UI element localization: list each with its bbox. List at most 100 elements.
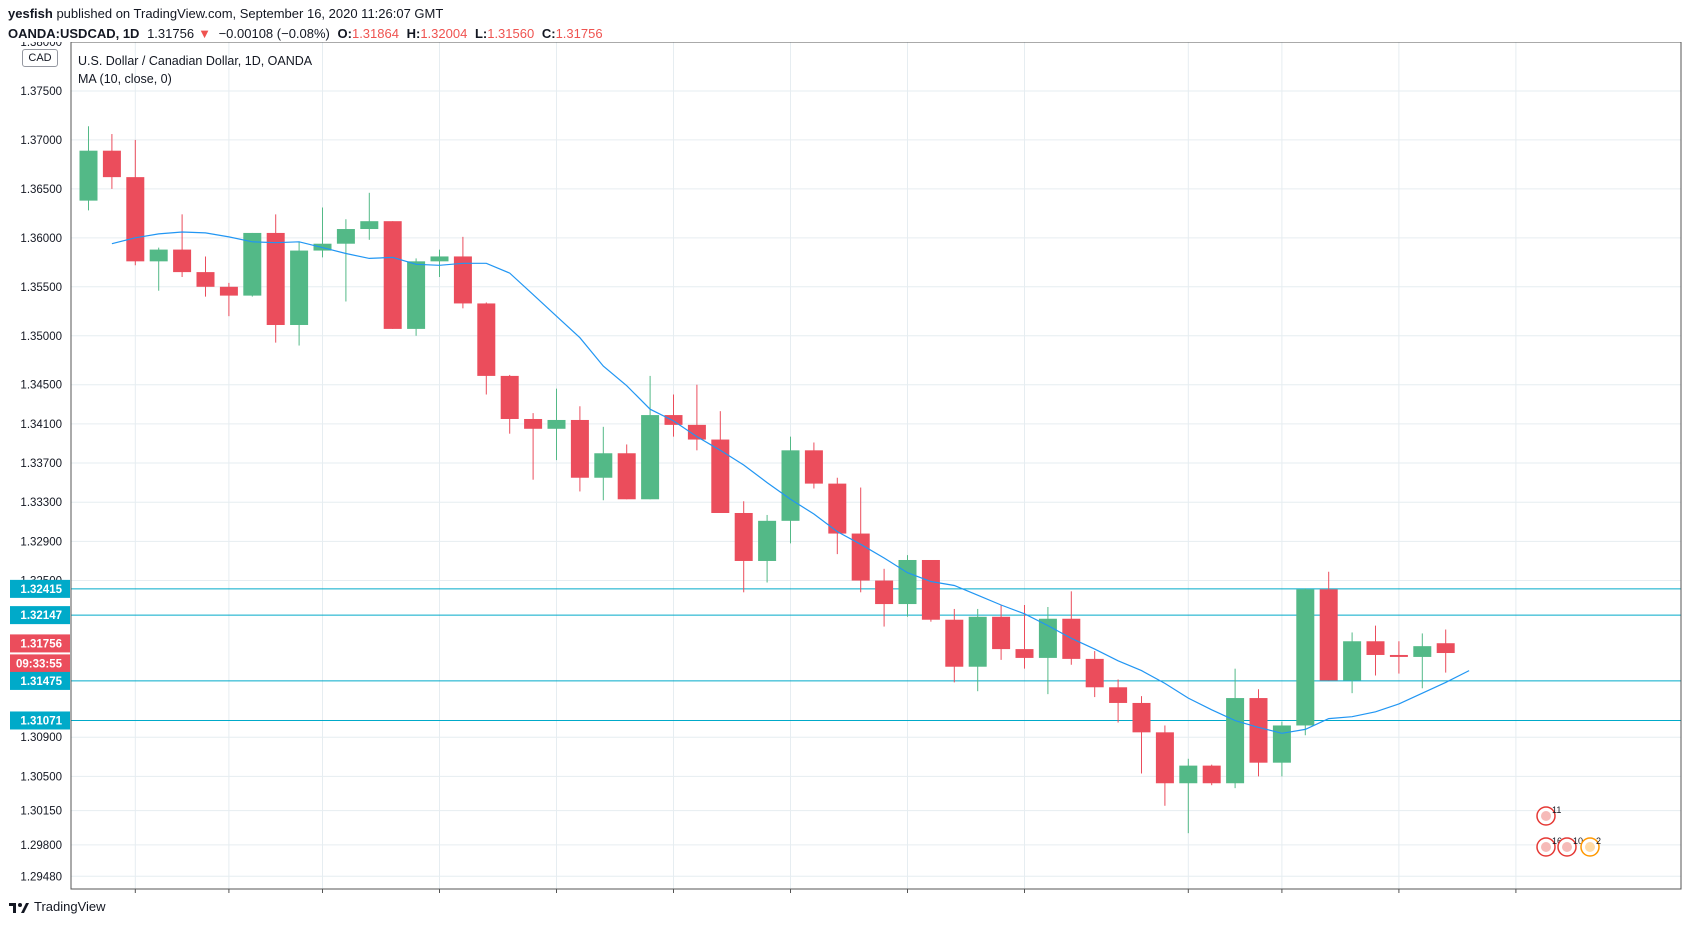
price-label-box [10,711,70,730]
candle-body [1296,589,1315,726]
price-label-text: 1.31071 [20,715,62,727]
last-price: 1.31756 [147,26,195,41]
price-change: −0.00108 (−0.08%) [218,26,330,41]
price-tick-label: 1.37500 [20,86,62,98]
event-flag-icon [1580,837,1600,857]
event-flag-inner [1562,842,1572,852]
chart-header: yesfish published on TradingView.com, Se… [8,4,607,44]
price-tick-label: 1.35000 [20,331,62,343]
chart-legend: U.S. Dollar / Canadian Dollar, 1D, OANDA… [78,52,312,88]
candle-body [266,232,285,325]
candle-body [758,520,777,561]
low-label: L: [474,26,488,41]
candle-body [641,415,660,500]
candle-body [992,616,1011,650]
candle-body [1366,641,1385,655]
candle-body [664,415,683,425]
candle-body [734,512,753,561]
candle-body [804,450,823,484]
candle-body [336,229,355,244]
candle-body [1155,732,1174,784]
low-value: 1.31560 [487,26,535,41]
footer: TradingView [8,897,106,917]
economic-events[interactable]: 11 16 10 2 [1536,805,1601,857]
grid-lines [71,42,1681,889]
event-count: 10 [1573,836,1583,846]
candle-body [711,439,730,513]
candle-body [383,221,402,329]
price-label-box [10,671,70,690]
candle-body [570,419,589,478]
candle-body [1249,698,1268,763]
candle-body [173,249,192,273]
candle-body [1038,618,1057,658]
price-axis[interactable]: 1.38000 1.37500 1.37000 1.36500 1.36000 1.355… [20,42,62,883]
price-tick-label: 1.35500 [20,282,62,294]
time-axis[interactable]: Jul7132027Aug101724Sep71421 [128,889,1523,894]
price-labels: 1.32415 1.32147 1.31756 09:33:55 1.31475 1.31… [10,579,70,730]
candle-body [1109,687,1128,703]
plot-border [70,42,1682,890]
event-flag-icon [1536,806,1556,826]
price-tick-label: 1.29800 [20,840,62,852]
price-label-text: 09:33:55 [16,658,63,670]
price-label-box [10,654,70,673]
candle-body [219,286,238,296]
candle-body [828,483,847,534]
author-name[interactable]: yesfish [8,6,53,21]
currency-badge[interactable]: CAD [22,49,58,67]
event-flag-inner [1585,842,1595,852]
candle-body [524,418,543,429]
ma-line [111,231,1470,734]
high-label: H: [406,26,421,41]
price-tick-label: 1.37000 [20,135,62,147]
event-count: 11 [1552,805,1561,815]
candle-body [945,619,964,667]
candles [79,126,1455,834]
candle-body [407,261,426,329]
legend-indicator[interactable]: MA (10, close, 0) [78,72,172,86]
footer-brand[interactable]: TradingView [34,899,106,914]
tradingview-logo-icon [9,903,29,913]
price-label-text: 1.32415 [20,584,62,596]
ohlc-line: OANDA:USDCAD, 1D 1.31756 ▼ −0.00108 (−0.0… [8,24,607,44]
candle-body [851,533,870,581]
price-tick-label: 1.33700 [20,458,62,470]
close-label: C: [541,26,556,41]
candle-body [1319,589,1338,681]
candle-body [875,580,894,605]
candle-body [1132,702,1151,733]
candlestick-chart[interactable]: 1.38000 1.37500 1.37000 1.36500 1.36000 1.355… [0,42,1688,894]
candle-body [547,419,566,429]
candle-body [1179,765,1198,784]
high-value: 1.32004 [420,26,468,41]
price-tick-label: 1.34100 [20,419,62,431]
price-label-text: 1.31756 [20,638,62,650]
price-label-box [10,579,70,598]
candle-body [617,453,636,500]
candle-body [1202,765,1221,784]
candle-body [1343,641,1362,681]
event-count: 2 [1596,836,1601,846]
candle-body [594,453,613,478]
candle-body [79,150,98,201]
event-flag-inner [1541,842,1551,852]
price-tick-label: 1.30500 [20,771,62,783]
price-tick-label: 1.36000 [20,233,62,245]
price-tick-label: 1.30150 [20,806,62,818]
price-tick-label: 1.33300 [20,497,62,509]
down-arrow-icon: ▼ [198,26,211,41]
price-tick-label: 1.32900 [20,536,62,548]
candle-body [1085,658,1104,688]
publish-info: published on TradingView.com, September … [56,6,444,21]
candle-body [1226,698,1245,784]
candle-body [149,249,168,262]
open-value: 1.31864 [351,26,399,41]
price-label-box [10,606,70,625]
event-flag-icon [1557,837,1577,857]
candle-body [781,450,800,521]
event-count: 16 [1552,836,1562,846]
close-value: 1.31756 [555,26,603,41]
publish-line: yesfish published on TradingView.com, Se… [8,4,607,24]
legend-title: U.S. Dollar / Canadian Dollar, 1D, OANDA [78,54,313,68]
